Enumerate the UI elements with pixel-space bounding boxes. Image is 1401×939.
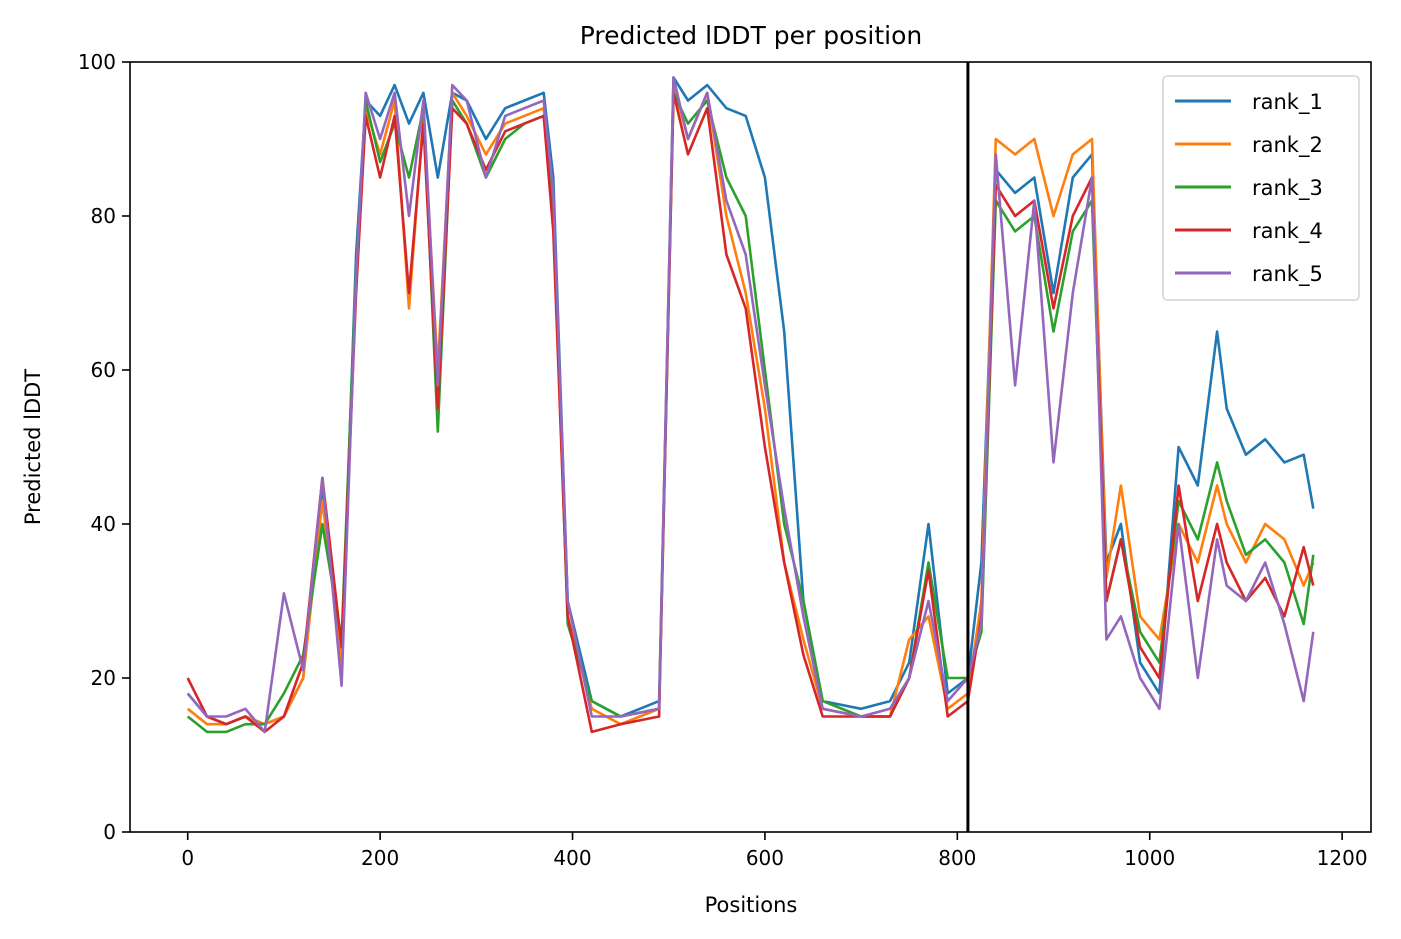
x-tick-label: 600: [746, 846, 784, 870]
x-axis-label: Positions: [705, 893, 798, 917]
y-axis: 0 20 40 60 80 100: [78, 50, 130, 844]
series-layer: [186, 76, 1315, 734]
y-axis-label: Predicted lDDT: [21, 369, 45, 525]
x-tick-label: 1200: [1317, 846, 1368, 870]
y-tick-label: 20: [91, 666, 116, 690]
x-tick-label: 1000: [1124, 846, 1175, 870]
legend-label-rank_5: rank_5: [1252, 262, 1323, 287]
chart-title: Predicted lDDT per position: [580, 21, 922, 50]
y-tick-label: 40: [91, 512, 116, 536]
legend-label-rank_3: rank_3: [1252, 176, 1323, 201]
x-tick-label: 0: [181, 846, 194, 870]
y-tick-label: 80: [91, 204, 116, 228]
series-line-rank_4: [186, 91, 1315, 734]
legend-label-rank_2: rank_2: [1252, 133, 1323, 158]
series-line-rank_3: [186, 91, 1315, 734]
legend-label-rank_4: rank_4: [1252, 219, 1323, 244]
legend-label-rank_1: rank_1: [1252, 90, 1323, 115]
x-tick-label: 400: [553, 846, 591, 870]
x-tick-label: 800: [938, 846, 976, 870]
y-tick-label: 100: [78, 50, 116, 74]
plot-frame: [129, 61, 1372, 833]
legend: rank_1 rank_2 rank_3 rank_4 rank_5: [1162, 75, 1360, 301]
y-tick-label: 60: [91, 358, 116, 382]
y-tick-label: 0: [103, 820, 116, 844]
series-line-rank_5: [186, 76, 1315, 734]
legend-box: [1162, 75, 1360, 301]
x-tick-label: 200: [361, 846, 399, 870]
x-axis: 0 200 400 600 800 1000 1200: [181, 832, 1368, 870]
